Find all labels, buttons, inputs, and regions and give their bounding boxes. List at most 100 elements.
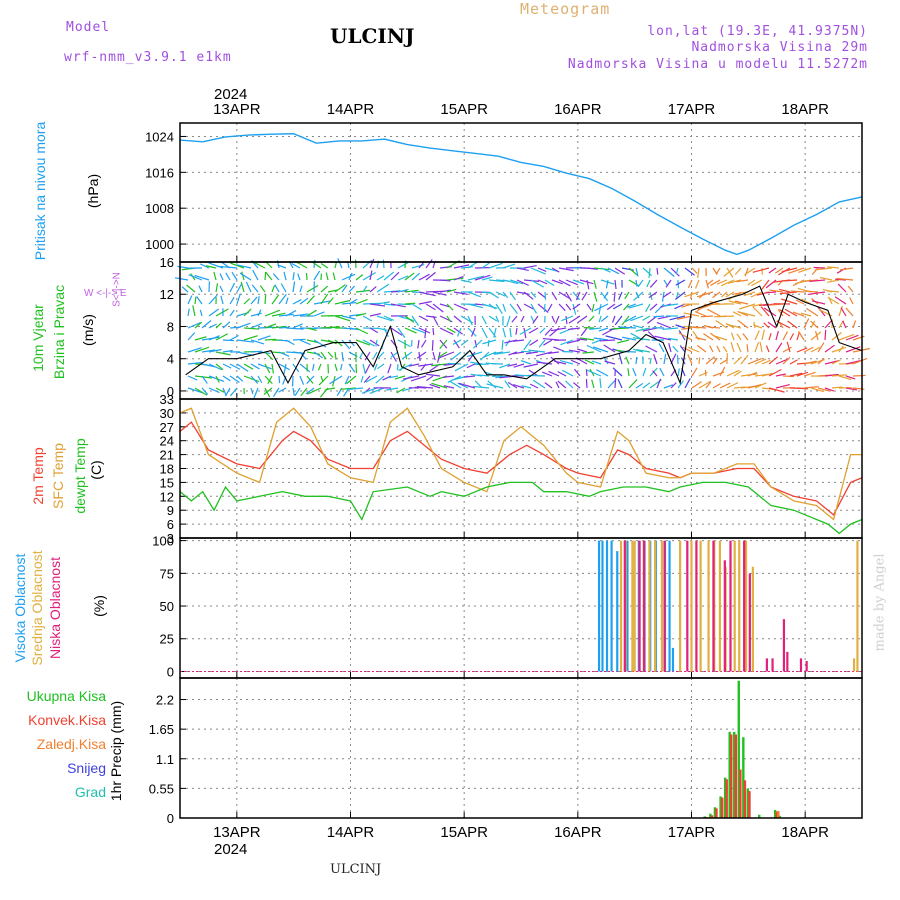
wind-arrow — [495, 315, 500, 323]
wind-arrow — [396, 363, 399, 371]
wind-arrow — [362, 271, 377, 281]
wind-arrow — [425, 271, 436, 281]
wind-arrow — [705, 381, 712, 389]
wind-arrow — [292, 281, 296, 293]
wind-arrow — [744, 267, 756, 276]
wind-arrow — [604, 360, 616, 365]
wind-arrow — [551, 267, 560, 273]
wind-arrow — [674, 303, 686, 310]
wind-arrow — [334, 363, 338, 372]
wind-arrow — [346, 387, 364, 391]
wind-arrow — [665, 279, 672, 288]
wind-arrow — [271, 363, 274, 374]
wind-arrow — [177, 265, 189, 269]
wind-arrow — [726, 323, 742, 329]
wind-arrow — [187, 308, 190, 317]
wind-arrow — [541, 371, 553, 377]
wind-arrow — [667, 337, 679, 341]
wind-arrow — [187, 347, 202, 353]
wind-arrow — [730, 342, 735, 353]
wind-arrow — [225, 272, 231, 281]
wind-arrow — [617, 379, 623, 389]
wind-arrow — [325, 272, 329, 281]
wind-arrow — [437, 351, 448, 358]
wind-arrow — [744, 267, 749, 277]
wind-arrow — [467, 303, 484, 309]
wind-arrow — [837, 283, 847, 293]
wind-arrow — [529, 383, 539, 389]
wind-arrow — [369, 286, 377, 293]
wind-arrow — [579, 279, 594, 285]
wind-arrow — [760, 306, 770, 317]
wind-arrow — [746, 344, 749, 353]
day-label-bottom: 17APR — [668, 824, 716, 841]
wind-arrow — [431, 363, 448, 367]
wind-arrow — [635, 279, 638, 287]
wind-arrow — [187, 322, 201, 329]
wind-arrow — [208, 308, 219, 317]
wind-arrow — [668, 343, 672, 353]
wind-arrow — [611, 327, 630, 330]
wind-arrow — [649, 357, 652, 365]
day-label-top: 16APR — [554, 101, 602, 118]
wind-arrow — [318, 375, 329, 386]
wind-arrow — [628, 303, 644, 309]
wind-arrow — [550, 356, 560, 365]
wind-arrow — [297, 273, 301, 281]
wind-arrow — [776, 320, 791, 329]
wind-arrow — [285, 297, 289, 305]
wind-arrow — [416, 351, 427, 359]
wind-arrow — [635, 267, 639, 277]
wind-arrow — [558, 291, 571, 300]
wind-arrow — [768, 356, 779, 365]
wind-arrow — [706, 279, 714, 286]
wind-arrow — [439, 303, 450, 308]
wind-arrow — [845, 387, 858, 391]
wind-arrow — [341, 315, 356, 320]
wind-arrow — [573, 368, 581, 377]
wind-arrow — [390, 303, 406, 308]
wind-arrow — [728, 300, 742, 305]
wind-arrow — [305, 387, 315, 395]
day-label-bottom: 15APR — [440, 824, 488, 841]
wind-arrow — [362, 285, 368, 293]
wind-arrow — [709, 345, 714, 353]
wind-arrow — [257, 309, 262, 317]
y-tick-label: 0 — [167, 811, 174, 826]
wind-arrow — [747, 371, 758, 377]
wind-arrow — [652, 370, 658, 377]
wind-arrow — [250, 339, 265, 345]
wind-arrow — [591, 303, 595, 313]
wind-arrow — [337, 258, 343, 269]
wind-arrow — [747, 279, 756, 286]
wind-arrow — [530, 303, 537, 314]
wind-arrow — [252, 269, 259, 281]
wind-arrow — [264, 375, 273, 385]
wind-arrow — [547, 351, 560, 354]
wind-arrow — [593, 346, 609, 353]
wind-arrow — [838, 375, 852, 381]
wind-arrow — [840, 307, 847, 317]
wind-arrow — [589, 327, 602, 330]
wind-arrow — [443, 385, 455, 389]
wind-arrow — [334, 299, 351, 305]
wind-arrow — [763, 322, 770, 329]
wind-arrow — [803, 318, 810, 329]
wind-arrow — [572, 382, 581, 389]
wind-arrow — [528, 327, 539, 334]
footer-station: ULCINJ — [330, 862, 382, 877]
wind-arrow — [775, 330, 779, 341]
wind-arrow — [404, 351, 408, 360]
wind-arrow — [632, 367, 637, 377]
wind-arrow — [586, 267, 598, 271]
wind-arrow — [348, 363, 356, 373]
wind-arrow — [598, 327, 609, 332]
wind-arrow — [642, 267, 653, 277]
wind-arrow — [698, 357, 701, 365]
wind-arrow — [628, 279, 640, 287]
wind-arrow — [568, 315, 581, 324]
wind-arrow — [504, 380, 511, 389]
wind-arrow — [796, 332, 800, 341]
wind-arrow — [502, 327, 507, 338]
y-tick-label: 1008 — [145, 201, 174, 216]
